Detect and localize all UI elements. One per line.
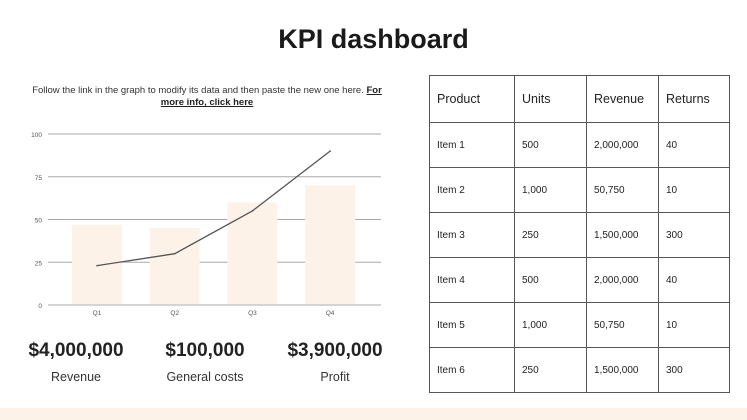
header-units: Units xyxy=(514,75,587,123)
kpi-value: $3,900,000 xyxy=(287,340,383,361)
line-series xyxy=(96,150,331,267)
y-tick-label: 0 xyxy=(38,303,42,310)
table-cell: Item 5 xyxy=(429,302,515,348)
y-tick-label: 75 xyxy=(35,175,43,182)
x-tick-label: Q1 xyxy=(93,310,102,317)
y-tick-label: 25 xyxy=(35,260,43,267)
table-cell: Item 6 xyxy=(429,347,515,393)
table-cell: 40 xyxy=(658,257,730,303)
y-tick-label: 50 xyxy=(35,218,43,225)
table-cell: Item 2 xyxy=(429,167,515,213)
table-row: Item 6 250 1,500,000 300 xyxy=(429,347,730,393)
kpi-profit: $3,900,000 Profit xyxy=(265,340,405,384)
table-cell: 1,000 xyxy=(514,302,587,348)
x-tick-label: Q2 xyxy=(170,310,179,317)
table-cell: Item 1 xyxy=(429,122,515,168)
table-row: Item 1 500 2,000,000 40 xyxy=(429,122,730,168)
kpi-label: Revenue xyxy=(50,370,102,384)
kpi-value: $4,000,000 xyxy=(28,340,124,361)
more-info-link[interactable]: For more info, click here xyxy=(160,85,382,108)
kpi-label: Profit xyxy=(320,370,350,384)
table-row: Item 4 500 2,000,000 40 xyxy=(429,257,730,303)
table-cell: 1,000 xyxy=(514,167,587,213)
table-cell: 2,000,000 xyxy=(586,122,659,168)
x-tick-label: Q3 xyxy=(248,310,257,317)
table-cell: Item 3 xyxy=(429,212,515,258)
table-cell: 300 xyxy=(658,347,730,393)
chart-note: Follow the link in the graph to modify i… xyxy=(22,85,392,109)
table-cell: 250 xyxy=(514,212,587,258)
table-row: Item 5 1,000 50,750 10 xyxy=(429,302,730,348)
table-cell: 500 xyxy=(514,257,587,303)
header-revenue: Revenue xyxy=(586,75,659,123)
table-cell: Item 4 xyxy=(429,257,515,303)
kpi-chart: 0 25 50 75 100 Q1 Q2 Q3 Q4 xyxy=(31,132,381,317)
table-cell: 10 xyxy=(658,302,730,348)
line-point xyxy=(251,210,254,212)
kpi-general-costs: $100,000 General costs xyxy=(135,340,275,384)
bar-q3 xyxy=(227,202,278,304)
table-header-row: Product Units Revenue Returns xyxy=(429,75,730,123)
table-cell: 50,750 xyxy=(586,302,659,348)
header-returns: Returns xyxy=(658,75,730,123)
table-cell: 10 xyxy=(658,167,730,213)
line-point xyxy=(329,150,331,152)
note-text: Follow the link in the graph to modify i… xyxy=(32,85,367,96)
table-cell: 40 xyxy=(658,122,730,168)
page-title: KPI dashboard xyxy=(278,24,469,54)
table-cell: 2,000,000 xyxy=(586,257,659,303)
table-cell: 300 xyxy=(658,212,730,258)
kpi-label: General costs xyxy=(166,370,244,384)
bar-q2 xyxy=(149,228,200,304)
header-product: Product xyxy=(429,75,515,123)
x-tick-label: Q4 xyxy=(326,310,335,317)
table-cell: 50,750 xyxy=(586,167,659,213)
footer-band xyxy=(0,408,747,420)
bar-q4 xyxy=(305,185,356,304)
y-tick-label: 100 xyxy=(31,132,42,139)
kpi-revenue: $4,000,000 Revenue xyxy=(6,340,146,384)
table-cell: 1,500,000 xyxy=(586,347,659,393)
kpi-value: $100,000 xyxy=(165,340,245,361)
table-cell: 1,500,000 xyxy=(586,212,659,258)
bar-q1 xyxy=(72,224,122,304)
table-cell: 250 xyxy=(514,347,587,393)
product-table: Product Units Revenue Returns Item 1 500 2… xyxy=(429,75,730,393)
table-row: Item 2 1,000 50,750 10 xyxy=(429,167,730,213)
line-point xyxy=(96,264,98,267)
table-row: Item 3 250 1,500,000 300 xyxy=(429,212,730,258)
line-point xyxy=(173,252,176,255)
table-cell: 500 xyxy=(514,122,587,168)
